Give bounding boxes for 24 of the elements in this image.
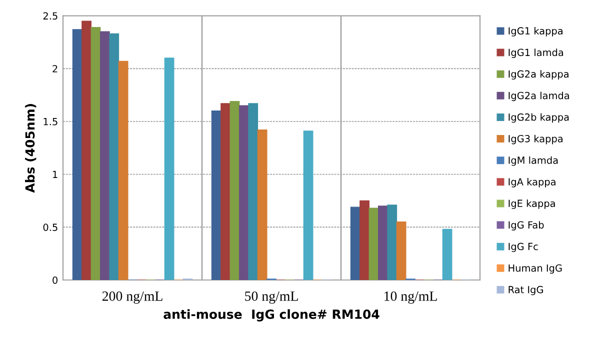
y-tick-label: 1.5 (44, 118, 58, 126)
legend-label: IgM lamda (508, 156, 558, 166)
y-axis-title: Abs (405nm) (25, 104, 36, 193)
legend-label: IgG3 kappa (508, 134, 562, 144)
legend-label: IgG1 lamda (508, 48, 564, 58)
legend-label: IgG2a kappa (508, 70, 568, 80)
x-axis-title: anti-mouse IgG clone# RM104 (164, 309, 380, 322)
x-tick-label: 200 ng/mL (102, 291, 162, 304)
y-tick-label: 2.5 (43, 12, 58, 20)
y-tick-label: 2 (52, 65, 58, 72)
legend-label: IgG1 kappa (508, 27, 562, 36)
y-tick-label: 1 (53, 170, 58, 178)
legend-label: IgG Fab (508, 221, 544, 230)
legend-label: IgA kappa (508, 178, 556, 188)
legend-label: IgG2a lamda (508, 92, 569, 102)
x-tick-label: 50 ng/mL (245, 291, 298, 304)
x-tick-label: 10 ng/mL (384, 291, 437, 304)
y-tick-label: 0.5 (43, 224, 58, 231)
legend-label: IgE kappa (508, 200, 555, 209)
y-tick-label: 0 (52, 276, 58, 284)
legend-label: Rat IgG (508, 286, 543, 296)
legend-label: IgG2b kappa (508, 113, 569, 123)
legend-label: Human IgG (508, 264, 562, 274)
legend-label: IgG Fc (508, 242, 538, 252)
